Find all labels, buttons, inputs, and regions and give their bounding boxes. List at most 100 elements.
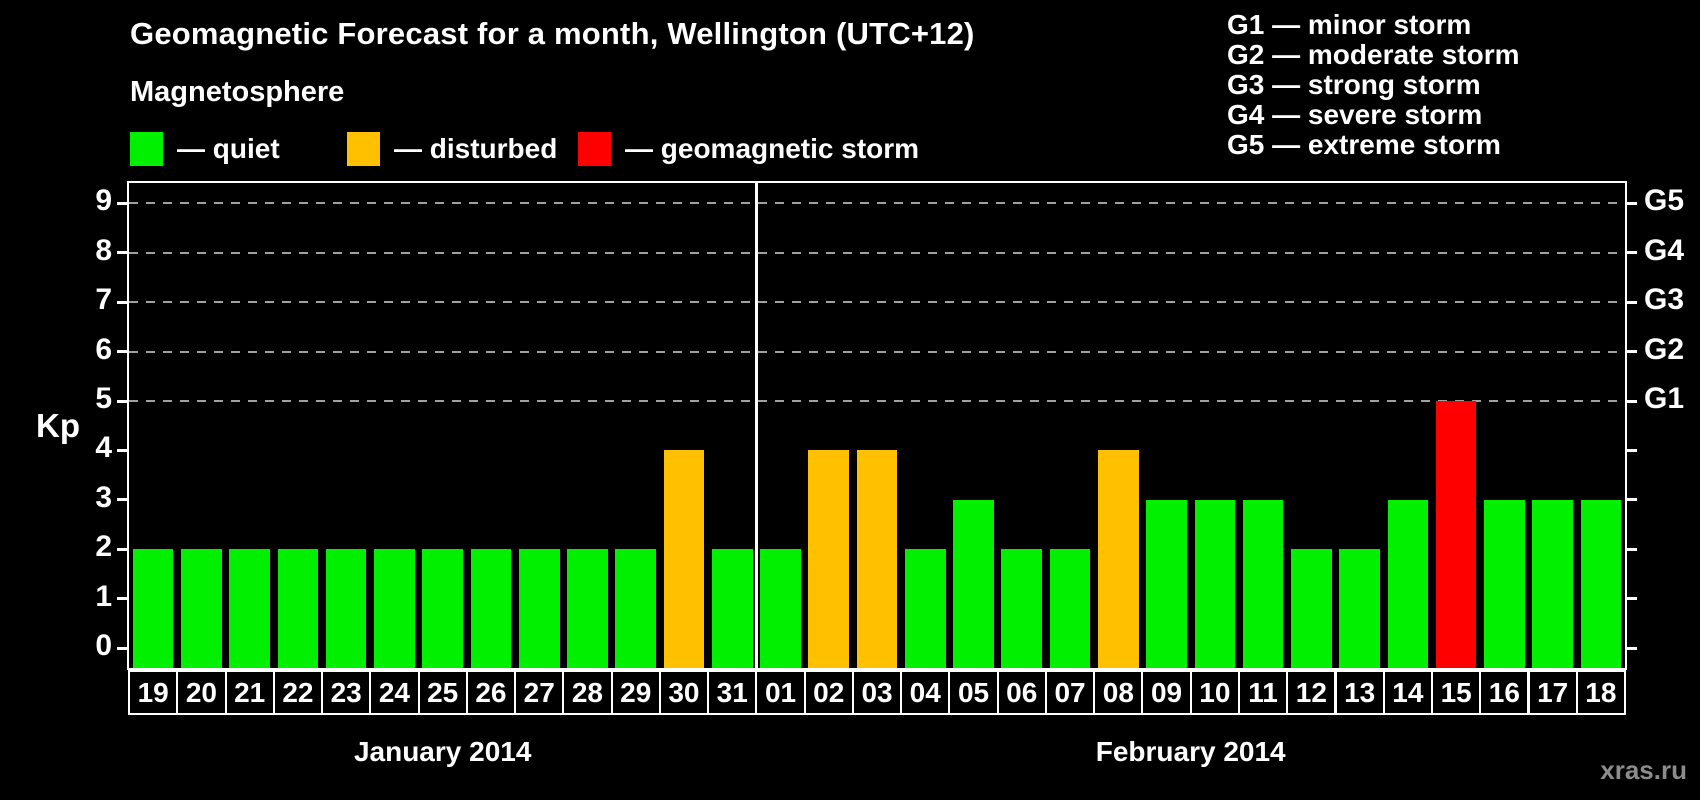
y-tick-label-1: 1	[95, 579, 112, 613]
day-label-january-29: 29	[610, 670, 661, 715]
gridline-kp6	[129, 350, 1625, 353]
kp-bar-january-28	[567, 549, 608, 668]
y-axis-tick-1	[117, 597, 129, 601]
y-tick-label-9: 9	[95, 184, 112, 218]
kp-bar-february-14	[1387, 499, 1429, 668]
day-label-january-31: 31	[707, 670, 758, 715]
kp-bar-february-15	[1435, 401, 1477, 668]
storm-color-swatch	[578, 132, 611, 166]
day-label-february-11: 11	[1237, 670, 1289, 715]
legend-label-quiet: — quiet	[177, 133, 280, 164]
y-axis-tick-8	[117, 251, 129, 255]
right-axis-tick-3	[1625, 498, 1637, 502]
day-label-january-26: 26	[465, 670, 517, 715]
y-axis-tick-5	[117, 399, 129, 403]
kp-bar-february-07	[1049, 549, 1091, 668]
gridline-kp5	[129, 400, 1625, 402]
kp-bar-january-26	[470, 549, 512, 668]
kp-bar-february-01	[760, 549, 801, 668]
chart-title: Geomagnetic Forecast for a month, Wellin…	[130, 16, 975, 51]
day-label-february-01: 01	[755, 670, 806, 715]
day-label-february-09: 09	[1141, 670, 1192, 715]
y-tick-label-6: 6	[95, 332, 112, 366]
kp-bar-february-09	[1146, 499, 1187, 668]
kp-bar-february-13	[1339, 549, 1380, 668]
right-axis-tick-9	[1625, 201, 1637, 205]
g3-legend-line: G3 — strong storm	[1227, 69, 1481, 100]
g-scale-legend: G1 — minor storm G2 — moderate storm G3 …	[1227, 10, 1520, 160]
kp-bar-february-16	[1484, 499, 1525, 668]
right-axis-tick-8	[1625, 251, 1637, 255]
day-label-february-03: 03	[851, 670, 903, 715]
g5-legend-line: G5 — extreme storm	[1227, 129, 1501, 160]
day-label-january-19: 19	[128, 670, 179, 715]
y-axis-tick-7	[117, 300, 129, 304]
gridline-kp7	[129, 301, 1625, 304]
day-label-january-23: 23	[321, 670, 372, 715]
day-label-january-20: 20	[176, 670, 227, 715]
g-axis-label-g5: G5	[1644, 184, 1685, 218]
gridline-kp8	[129, 251, 1625, 254]
kp-bar-february-03	[856, 450, 898, 668]
kp-bar-february-18	[1580, 499, 1622, 668]
right-axis-tick-0	[1625, 646, 1637, 650]
day-label-february-04: 04	[900, 670, 951, 715]
right-axis-tick-2	[1625, 547, 1637, 551]
right-axis-tick-6	[1625, 350, 1637, 354]
kp-bar-february-02	[808, 450, 850, 668]
quiet-color-swatch	[130, 132, 163, 166]
kp-bar-february-10	[1194, 499, 1236, 668]
kp-bar-january-29	[615, 549, 657, 668]
y-tick-label-7: 7	[95, 283, 112, 317]
day-label-february-12: 12	[1286, 670, 1337, 715]
day-label-january-28: 28	[562, 670, 613, 715]
legend-item-storm: — geomagnetic storm	[578, 131, 919, 167]
y-axis-tick-3	[117, 498, 129, 502]
day-label-february-14: 14	[1382, 670, 1433, 715]
kp-bar-february-06	[1001, 549, 1043, 668]
day-label-january-22: 22	[272, 670, 324, 715]
y-axis-tick-6	[117, 350, 129, 354]
day-label-february-08: 08	[1093, 670, 1144, 715]
y-axis-tick-4	[117, 448, 129, 452]
g-axis-label-g4: G4	[1644, 233, 1685, 267]
kp-bar-january-19	[132, 549, 174, 668]
day-label-february-17: 17	[1527, 670, 1578, 715]
right-axis-tick-7	[1625, 300, 1637, 304]
legend-item-quiet: — quiet	[130, 131, 280, 167]
kp-bar-january-27	[518, 549, 560, 668]
y-tick-label-5: 5	[95, 382, 112, 415]
day-label-february-05: 05	[948, 670, 999, 715]
right-axis-tick-5	[1625, 399, 1637, 403]
day-label-february-18: 18	[1575, 670, 1626, 715]
day-label-january-25: 25	[417, 670, 468, 715]
y-axis-tick-9	[117, 201, 129, 205]
day-label-february-13: 13	[1334, 670, 1385, 715]
legend-label-disturbed: — disturbed	[394, 133, 558, 164]
kp-bar-february-08	[1098, 450, 1139, 668]
day-label-february-16: 16	[1479, 670, 1530, 715]
kp-bar-january-22	[277, 549, 319, 668]
kp-bar-february-17	[1532, 499, 1573, 668]
watermark: xras.ru	[1600, 755, 1687, 785]
month-separator	[754, 183, 758, 668]
kp-bar-january-31	[711, 549, 753, 668]
magnetosphere-subtitle: Magnetosphere	[130, 76, 345, 108]
y-tick-label-3: 3	[95, 480, 112, 514]
kp-bar-february-04	[904, 549, 946, 668]
y-axis-tick-0	[117, 646, 129, 650]
day-label-february-15: 15	[1431, 670, 1482, 715]
month-label-february: February 2014	[1095, 736, 1286, 767]
kp-bar-february-05	[953, 499, 994, 668]
kp-bar-january-20	[181, 549, 222, 668]
y-tick-label-0: 0	[95, 629, 112, 662]
day-label-january-24: 24	[369, 670, 420, 715]
kp-bar-january-24	[374, 549, 415, 668]
kp-bar-january-21	[229, 549, 270, 668]
y-tick-label-8: 8	[95, 233, 112, 267]
kp-bar-february-12	[1291, 549, 1332, 668]
day-label-february-07: 07	[1044, 670, 1096, 715]
y-tick-label-4: 4	[95, 431, 112, 465]
kp-bar-january-30	[663, 450, 705, 668]
